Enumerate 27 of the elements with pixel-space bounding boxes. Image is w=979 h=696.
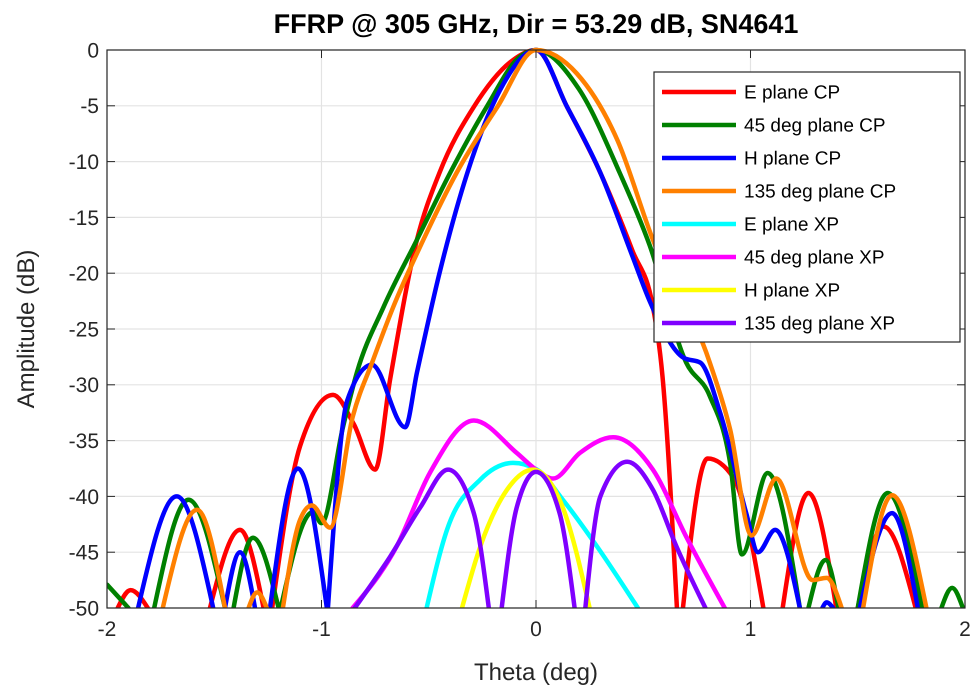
chart-title: FFRP @ 305 GHz, Dir = 53.29 dB, SN4641 — [274, 9, 798, 39]
legend-label: H plane CP — [744, 148, 842, 170]
y-tick-label: -25 — [68, 318, 99, 342]
y-tick-label: -35 — [68, 430, 99, 453]
x-tick-label: 2 — [959, 618, 971, 641]
y-tick-label: 0 — [87, 39, 99, 62]
x-tick-label: 0 — [530, 618, 542, 641]
x-tick-label: 1 — [744, 618, 756, 641]
x-axis-title: Theta (deg) — [474, 659, 598, 686]
legend-label: 45 deg plane CP — [744, 116, 886, 137]
y-tick-label: -30 — [68, 374, 99, 398]
x-tick-label: -1 — [312, 618, 331, 641]
y-tick-label: -10 — [68, 150, 99, 174]
y-tick-label: -20 — [68, 262, 99, 286]
y-tick-label: -15 — [68, 206, 99, 230]
y-tick-label: -5 — [80, 95, 99, 118]
legend-label: H plane XP — [744, 280, 840, 302]
legend-label: E plane CP — [744, 82, 840, 104]
x-tick-label: -2 — [98, 618, 116, 641]
legend-label: E plane XP — [744, 214, 840, 236]
y-axis-title: Amplitude (dB) — [13, 250, 40, 408]
legend-label: 135 deg plane CP — [744, 182, 896, 203]
y-tick-label: -50 — [68, 597, 99, 620]
legend-label: 135 deg plane XP — [744, 314, 896, 335]
y-tick-label: -40 — [68, 486, 99, 509]
y-tick-label: -45 — [68, 542, 99, 565]
legend-label: 45 deg plane XP — [744, 248, 885, 269]
